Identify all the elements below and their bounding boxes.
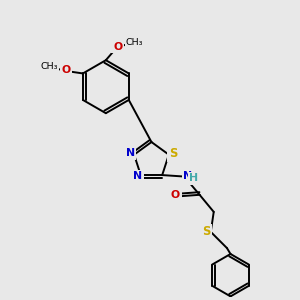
Text: CH₃: CH₃ bbox=[40, 62, 58, 71]
Text: N: N bbox=[133, 171, 142, 181]
Text: H: H bbox=[189, 173, 199, 183]
Text: S: S bbox=[169, 147, 177, 160]
Text: N: N bbox=[183, 171, 192, 181]
Text: N: N bbox=[126, 148, 135, 158]
Text: CH₃: CH₃ bbox=[126, 38, 143, 47]
Text: O: O bbox=[171, 190, 180, 200]
Text: O: O bbox=[113, 42, 122, 52]
Text: S: S bbox=[202, 225, 210, 239]
Text: O: O bbox=[61, 65, 71, 76]
